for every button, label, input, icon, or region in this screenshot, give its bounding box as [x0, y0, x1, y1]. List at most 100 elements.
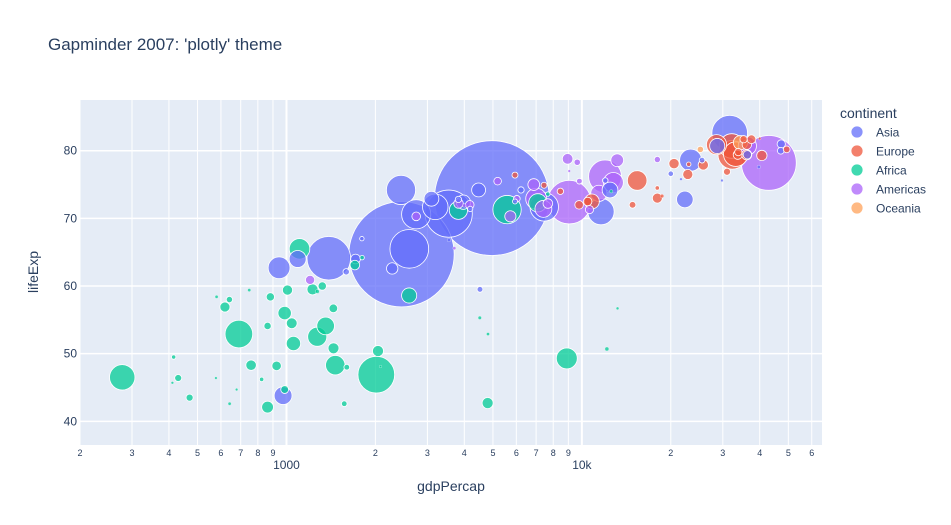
data-point-europe[interactable]: [746, 134, 757, 145]
data-point-europe[interactable]: [540, 181, 548, 189]
data-point-europe[interactable]: [626, 170, 648, 191]
data-point-africa[interactable]: [481, 397, 494, 409]
data-point-africa[interactable]: [545, 191, 551, 197]
data-point-africa[interactable]: [327, 342, 340, 355]
data-point-africa[interactable]: [225, 295, 233, 304]
data-point-asia[interactable]: [454, 195, 462, 203]
data-point-asia[interactable]: [446, 238, 451, 242]
data-point-africa[interactable]: [285, 317, 298, 330]
data-point-asia[interactable]: [601, 181, 619, 199]
data-point-africa[interactable]: [317, 281, 327, 291]
data-point-africa[interactable]: [227, 402, 232, 406]
data-point-europe[interactable]: [660, 194, 664, 199]
data-point-africa[interactable]: [325, 355, 346, 376]
data-point-asia[interactable]: [423, 190, 440, 207]
data-point-asia[interactable]: [471, 182, 486, 198]
legend-item-europe[interactable]: Europe: [850, 145, 915, 159]
legend-item-oceania[interactable]: Oceania: [850, 202, 921, 216]
data-point-asia[interactable]: [720, 179, 724, 182]
data-point-americas[interactable]: [462, 203, 467, 208]
data-point-africa[interactable]: [379, 365, 382, 368]
data-point-africa[interactable]: [214, 295, 219, 299]
data-point-americas[interactable]: [584, 205, 594, 215]
data-point-oceania[interactable]: [696, 145, 704, 153]
data-point-asia[interactable]: [742, 150, 752, 160]
data-point-africa[interactable]: [401, 287, 418, 304]
data-point-americas[interactable]: [653, 156, 661, 164]
data-point-asia[interactable]: [467, 205, 474, 213]
data-point-africa[interactable]: [170, 381, 174, 385]
data-point-asia[interactable]: [517, 186, 525, 194]
data-point-americas[interactable]: [493, 176, 502, 186]
data-point-europe[interactable]: [758, 137, 762, 141]
data-point-europe[interactable]: [756, 149, 768, 162]
data-point-europe[interactable]: [654, 185, 660, 191]
data-point-asia[interactable]: [476, 286, 484, 293]
data-point-africa[interactable]: [486, 332, 490, 336]
data-point-africa[interactable]: [604, 346, 610, 352]
data-point-americas[interactable]: [561, 153, 574, 165]
legend-item-africa[interactable]: Africa: [850, 164, 907, 178]
data-point-africa[interactable]: [265, 292, 275, 302]
data-point-africa[interactable]: [359, 254, 365, 261]
data-point-europe[interactable]: [582, 196, 593, 207]
data-point-americas[interactable]: [527, 178, 541, 191]
data-point-africa[interactable]: [261, 400, 274, 414]
data-point-americas[interactable]: [305, 274, 316, 285]
data-point-europe[interactable]: [734, 148, 743, 157]
legend-item-americas[interactable]: Americas: [850, 183, 926, 197]
data-point-europe[interactable]: [651, 192, 663, 204]
legend-item-asia[interactable]: Asia: [850, 126, 900, 140]
data-point-asia[interactable]: [667, 170, 674, 177]
data-point-asia[interactable]: [709, 138, 726, 154]
data-point-africa[interactable]: [263, 321, 272, 331]
data-point-americas[interactable]: [411, 211, 421, 222]
data-point-americas[interactable]: [542, 198, 554, 209]
data-point-asia[interactable]: [512, 198, 518, 205]
data-point-europe[interactable]: [511, 171, 519, 179]
data-point-americas[interactable]: [452, 246, 457, 250]
data-point-asia[interactable]: [386, 262, 399, 275]
data-point-africa[interactable]: [235, 388, 239, 391]
data-point-africa[interactable]: [285, 335, 301, 352]
data-point-africa[interactable]: [349, 259, 361, 271]
data-point-americas[interactable]: [567, 169, 571, 173]
data-point-africa[interactable]: [219, 301, 231, 313]
data-point-africa[interactable]: [315, 289, 320, 294]
data-point-africa[interactable]: [343, 363, 351, 371]
data-point-asia[interactable]: [386, 174, 417, 205]
data-point-africa[interactable]: [328, 303, 339, 314]
data-point-africa[interactable]: [171, 354, 177, 360]
data-point-europe[interactable]: [739, 135, 748, 144]
data-point-europe[interactable]: [723, 167, 731, 176]
data-point-africa[interactable]: [282, 284, 293, 296]
data-point-africa[interactable]: [271, 360, 282, 371]
data-point-asia[interactable]: [679, 177, 683, 181]
data-point-africa[interactable]: [245, 359, 257, 371]
data-point-africa[interactable]: [259, 376, 265, 383]
data-point-africa[interactable]: [214, 376, 218, 380]
data-point-africa[interactable]: [477, 315, 482, 320]
data-point-africa[interactable]: [174, 374, 183, 382]
data-point-africa[interactable]: [341, 400, 348, 407]
data-point-asia[interactable]: [288, 250, 307, 268]
data-point-africa[interactable]: [109, 364, 136, 391]
data-point-africa[interactable]: [357, 355, 396, 394]
data-point-americas[interactable]: [576, 177, 583, 185]
data-point-africa[interactable]: [372, 345, 384, 357]
data-point-africa[interactable]: [247, 288, 251, 292]
data-point-africa[interactable]: [277, 305, 292, 321]
data-point-africa[interactable]: [316, 316, 335, 336]
data-point-africa[interactable]: [609, 189, 614, 194]
data-point-asia[interactable]: [342, 268, 350, 276]
data-point-africa[interactable]: [280, 385, 289, 394]
data-point-africa[interactable]: [185, 393, 194, 402]
data-point-europe[interactable]: [668, 158, 680, 170]
data-point-asia[interactable]: [679, 148, 703, 172]
data-point-asia[interactable]: [676, 190, 694, 209]
data-point-europe[interactable]: [686, 161, 692, 167]
data-point-africa[interactable]: [555, 347, 578, 370]
data-point-europe[interactable]: [574, 200, 584, 210]
data-point-asia[interactable]: [756, 165, 761, 169]
data-point-americas[interactable]: [573, 158, 581, 166]
